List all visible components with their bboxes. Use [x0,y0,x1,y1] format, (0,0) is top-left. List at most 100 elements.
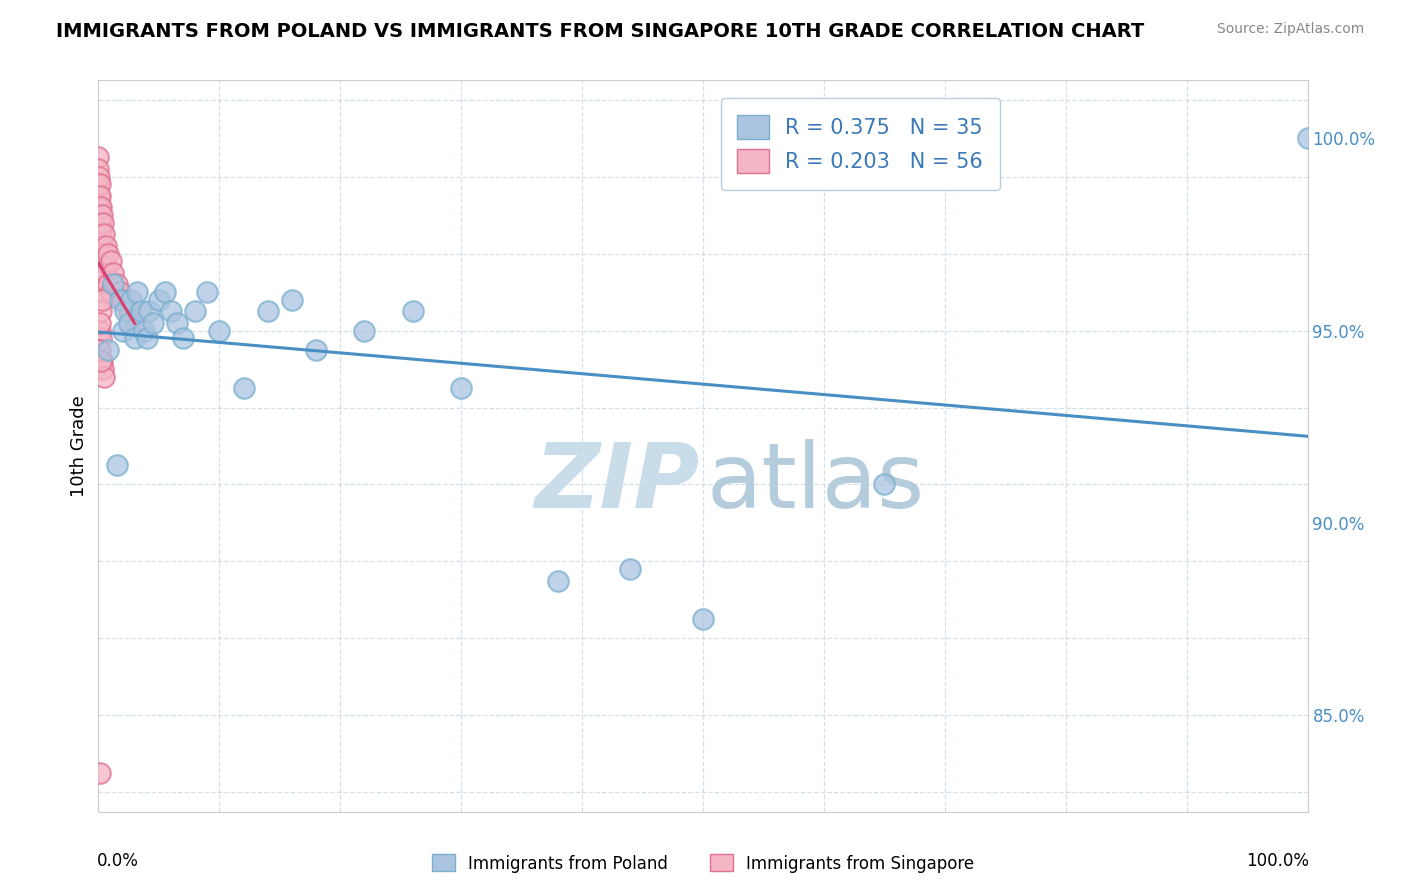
Point [120,293,142,307]
Point [87,277,110,292]
Point [87,343,110,357]
Point [91,208,114,222]
Point [93,227,115,242]
Point [89,285,111,299]
Legend: R = 0.375   N = 35, R = 0.203   N = 56: R = 0.375 N = 35, R = 0.203 N = 56 [721,98,1000,190]
Point [129,304,152,318]
Point [89,200,111,214]
Point [208,324,231,338]
Point [101,277,124,292]
Point [87,239,110,253]
Point [1296,131,1319,145]
Point [87,254,110,268]
Point [105,458,128,473]
Point [108,285,131,299]
Point [91,239,114,253]
Point [90,227,112,242]
Point [114,304,136,318]
Point [232,381,254,395]
Point [135,331,157,345]
Point [94,239,117,253]
Legend: Immigrants from Poland, Immigrants from Singapore: Immigrants from Poland, Immigrants from … [425,847,981,880]
Point [89,188,111,202]
Point [93,369,115,384]
Point [89,324,111,338]
Point [90,200,112,214]
Point [90,354,112,368]
Point [184,304,207,318]
Point [172,331,194,345]
Point [97,277,120,292]
Point [111,324,134,338]
Point [450,381,472,395]
Point [87,200,110,214]
Point [90,304,112,318]
Point [124,316,146,330]
Text: Source: ZipAtlas.com: Source: ZipAtlas.com [1216,22,1364,37]
Point [89,178,111,192]
Point [87,188,110,202]
Point [547,574,569,588]
Point [87,188,110,202]
Point [87,216,110,230]
Text: atlas: atlas [707,439,925,526]
Point [142,316,165,330]
Point [97,343,120,357]
Point [89,254,111,268]
Point [91,354,114,368]
Point [89,316,111,330]
Point [118,316,141,330]
Text: 100.0%: 100.0% [1246,852,1309,870]
Point [256,304,278,318]
Point [93,254,115,268]
Point [166,316,188,330]
Point [118,304,141,318]
Y-axis label: 10th Grade: 10th Grade [70,395,89,497]
Text: 0.0%: 0.0% [97,852,139,870]
Point [87,161,110,176]
Point [134,324,156,338]
Point [87,266,110,280]
Point [90,331,112,345]
Point [402,304,425,318]
Point [97,246,120,260]
Point [124,331,146,345]
Point [89,246,111,260]
Point [692,612,714,626]
Point [105,277,128,292]
Text: IMMIGRANTS FROM POLAND VS IMMIGRANTS FROM SINGAPORE 10TH GRADE CORRELATION CHART: IMMIGRANTS FROM POLAND VS IMMIGRANTS FRO… [56,22,1144,41]
Point [87,216,110,230]
Point [873,477,896,491]
Point [100,254,122,268]
Point [195,285,218,299]
Point [87,178,110,192]
Point [153,285,176,299]
Point [100,285,122,299]
Point [87,227,110,242]
Point [108,293,131,307]
Point [91,293,114,307]
Point [305,343,328,357]
Point [148,293,170,307]
Point [138,304,160,318]
Point [89,216,111,230]
Point [87,150,110,164]
Text: ZIP: ZIP [534,439,699,526]
Point [87,246,110,260]
Point [619,562,641,576]
Point [353,324,375,338]
Point [89,343,111,357]
Point [91,216,114,230]
Point [160,304,183,318]
Point [89,766,111,780]
Point [91,246,114,260]
Point [87,169,110,184]
Point [127,285,149,299]
Point [101,266,124,280]
Point [90,254,112,268]
Point [91,362,114,376]
Point [89,227,111,242]
Point [111,293,134,307]
Point [94,266,117,280]
Point [281,293,304,307]
